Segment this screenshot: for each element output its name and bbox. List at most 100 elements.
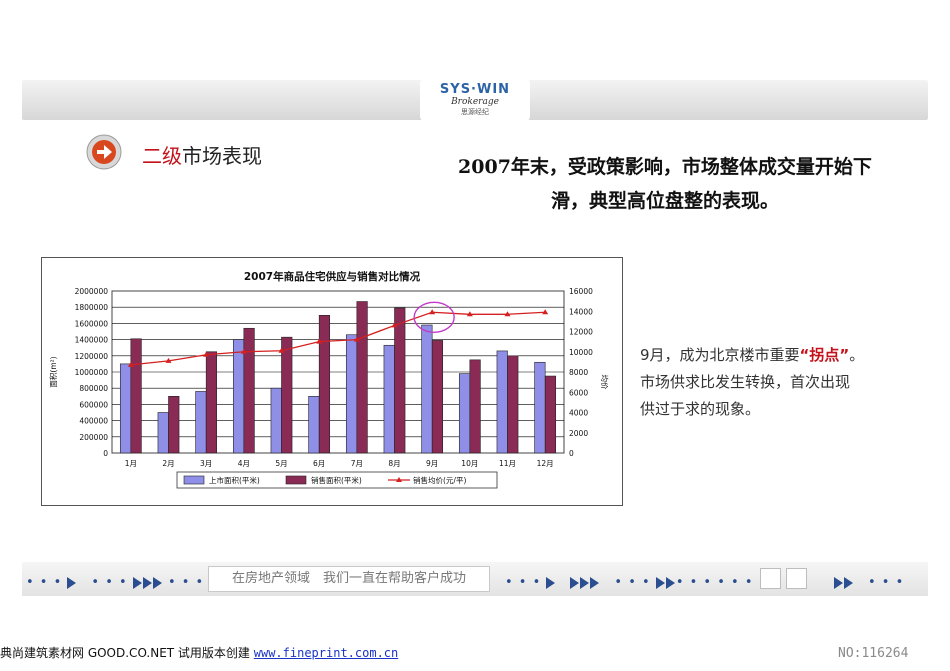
- price-marker: [203, 351, 210, 357]
- x-tick-label: 10月: [461, 459, 478, 468]
- note-line1: 9月，成为北京楼市重要“拐点”。: [640, 342, 940, 369]
- bar-supply: [270, 387, 282, 454]
- bar-supply: [458, 373, 471, 454]
- headline: 2007年末，受政策影响，市场整体成交量开始下 滑，典型高位盘整的表现。: [380, 150, 950, 218]
- bar-sales: [205, 351, 218, 454]
- x-tick-label: 7月: [351, 459, 363, 468]
- footer-text: 典尚建筑素材网 GOOD.CO.NET 试用版本创建 www.fineprint…: [0, 644, 398, 662]
- bar-sales: [243, 327, 255, 454]
- note-quote: “拐点”: [799, 346, 850, 364]
- bar-sales: [281, 336, 293, 454]
- y-right-tick-label: 8000: [569, 368, 588, 377]
- syswin-logo: SYS·WIN Brokerage 思源经纪: [420, 78, 530, 122]
- y-right-tick-label: 2000: [569, 429, 588, 438]
- arrow-right-icon: [86, 134, 122, 170]
- footer-label: 典尚建筑素材网 GOOD.CO.NET 试用版本创建: [0, 646, 250, 660]
- price-marker: [542, 309, 549, 315]
- section-title-highlight: 二级: [142, 144, 182, 168]
- legend-swatch: [183, 475, 205, 485]
- logo-main-text: SYS·WIN: [439, 82, 511, 97]
- bar-supply: [157, 412, 169, 454]
- x-tick-label: 5月: [275, 459, 287, 468]
- legend-label: 上市面积(平米): [209, 475, 260, 485]
- supply-sales-chart: 2007年商品住宅供应与销售对比情况 0 200000 400000 600000 800…: [41, 257, 623, 506]
- bar-sales: [356, 301, 368, 454]
- y-right-tick-label: 6000: [569, 388, 588, 397]
- y-right-tick-label: 14000: [569, 307, 593, 316]
- y-right-tick-label: 0: [569, 449, 574, 458]
- turning-point-circle: [413, 301, 455, 333]
- bar-sales: [544, 375, 557, 454]
- x-tick-label: 4月: [238, 459, 250, 468]
- y-right-axis-label: 均价: [600, 375, 610, 390]
- dots-arrow-group-2: • • • • • • • • • • • •: [505, 575, 754, 590]
- logo-cn-text: 思源经纪: [461, 108, 489, 116]
- note-line3: 供过于求的现象。: [640, 400, 761, 418]
- bar-sales: [431, 340, 444, 454]
- note-part1: 9月，成为北京楼市重要: [640, 346, 800, 364]
- x-tick-label: 9月: [426, 459, 438, 468]
- bar-supply: [345, 334, 358, 454]
- bar-supply: [232, 339, 245, 454]
- dots-arrow-group-3: • • •: [834, 571, 904, 590]
- legend-marker: [396, 477, 402, 482]
- chart-svg: 2007年商品住宅供应与销售对比情况 0 200000 400000 600000 800…: [48, 270, 610, 489]
- y-left-tick-label: 1800000: [75, 303, 109, 312]
- y-left-axis-label: 面积(m²): [48, 356, 58, 387]
- tagline: 在房地产领域 我们一直在帮助客户成功: [208, 566, 490, 592]
- y-right-tick-label: 16000: [569, 287, 593, 296]
- x-tick-label: 8月: [388, 459, 400, 468]
- price-marker: [504, 311, 511, 317]
- headline-line2: 滑，典型高位盘整的表现。: [550, 190, 779, 212]
- bar-sales: [507, 355, 519, 454]
- price-marker: [353, 336, 360, 342]
- turning-point-note: 9月，成为北京楼市重要“拐点”。 市场供求比发生转换，首次出现 供过于求的现象。: [640, 342, 940, 423]
- bar-supply: [195, 391, 207, 454]
- price-marker: [316, 338, 323, 344]
- dots-arrow-group-1: • • • • • • • • •: [26, 571, 219, 590]
- footer-link[interactable]: www.fineprint.com.cn: [253, 646, 399, 660]
- logo-sub-text: Brokerage: [451, 97, 499, 107]
- price-marker: [127, 361, 134, 367]
- bar-sales: [469, 359, 481, 454]
- decor-square-1: [760, 568, 781, 589]
- legend-swatch: [285, 475, 307, 485]
- y-left-tick-label: 1000000: [75, 368, 109, 377]
- price-marker: [429, 309, 436, 315]
- x-tick-label: 2月: [162, 459, 174, 468]
- y-left-tick-label: 400000: [79, 417, 108, 426]
- legend-label: 销售面积(平米): [311, 475, 362, 485]
- note-part2: 。: [849, 346, 865, 364]
- bar-supply: [119, 363, 132, 454]
- bar-sales: [130, 338, 142, 454]
- y-left-tick-label: 1200000: [75, 352, 109, 361]
- y-left-tick-label: 0: [103, 449, 108, 458]
- chart-title: 2007年商品住宅供应与销售对比情况: [244, 270, 421, 283]
- bar-supply: [421, 324, 433, 454]
- y-right-tick-label: 12000: [569, 328, 593, 337]
- section-title: 二级市场表现: [142, 143, 262, 169]
- price-line: [130, 311, 546, 366]
- price-marker: [466, 311, 473, 317]
- y-right-tick-label: 4000: [569, 409, 588, 418]
- y-left-tick-label: 200000: [79, 433, 108, 442]
- bar-supply: [308, 396, 320, 454]
- y-right-tick-label: 10000: [569, 348, 593, 357]
- x-tick-label: 1月: [125, 459, 137, 468]
- bar-supply: [383, 344, 395, 454]
- note-line2: 市场供求比发生转换，首次出现: [640, 373, 851, 391]
- x-tick-label: 11月: [499, 459, 516, 468]
- y-left-tick-label: 600000: [79, 400, 108, 409]
- price-marker: [240, 348, 247, 354]
- price-marker: [165, 357, 172, 363]
- document-id: NO:116264: [838, 646, 909, 661]
- legend-label: 销售均价(元/平): [413, 475, 466, 485]
- bar-supply: [534, 361, 546, 454]
- y-left-tick-label: 1400000: [75, 336, 109, 345]
- section-title-rest: 市场表现: [182, 144, 262, 168]
- y-left-tick-label: 2000000: [75, 287, 109, 296]
- price-marker: [391, 322, 398, 328]
- bar-supply: [496, 350, 508, 454]
- y-left-tick-label: 1600000: [75, 319, 109, 328]
- bar-sales: [318, 314, 331, 454]
